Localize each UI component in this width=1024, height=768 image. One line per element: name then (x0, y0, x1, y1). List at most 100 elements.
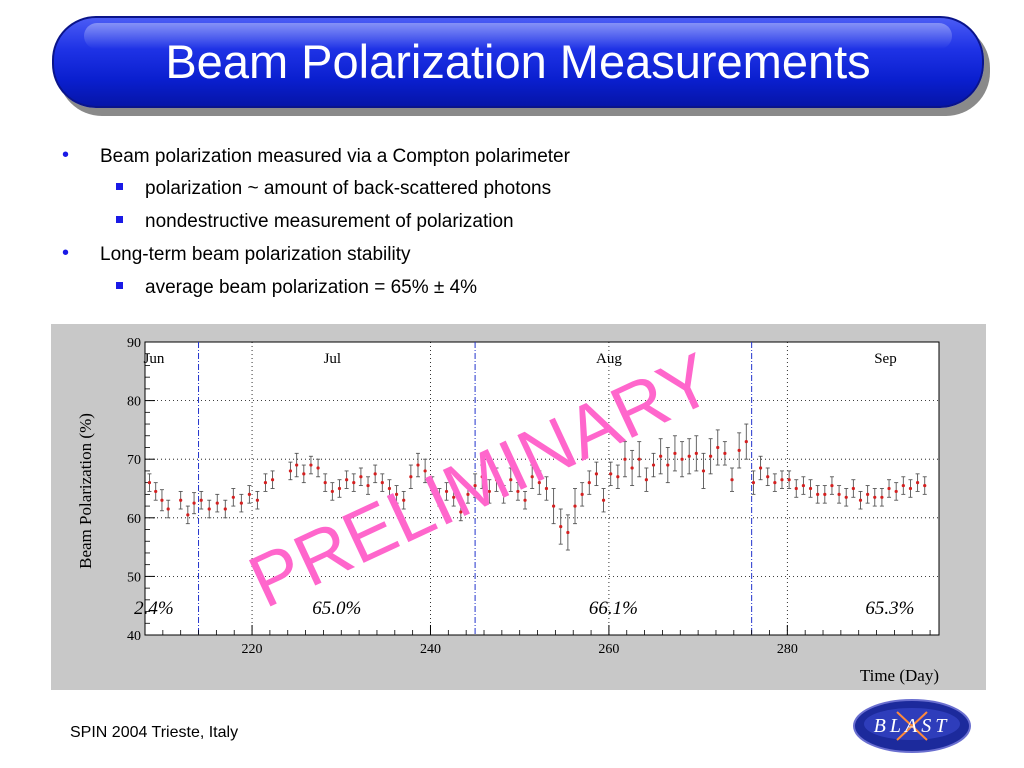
blast-logo: BLAST (853, 699, 971, 753)
data-point (509, 478, 513, 482)
data-point (423, 469, 427, 473)
data-point (466, 492, 470, 496)
data-point (186, 513, 190, 517)
data-point (858, 498, 863, 502)
data-point (430, 483, 434, 488)
data-point (887, 486, 891, 491)
data-point (160, 498, 164, 502)
page-title: Beam Polarization Measurements (165, 35, 871, 88)
bullet-item: Long-term beam polarization stability (100, 244, 411, 265)
month-label: Jul (324, 351, 342, 367)
data-point (659, 454, 663, 458)
data-point (609, 472, 613, 476)
data-point (901, 483, 905, 488)
data-point (566, 530, 570, 535)
bullet-square-icon (116, 282, 123, 289)
data-point (559, 524, 563, 529)
data-point (302, 472, 306, 476)
data-point (192, 501, 196, 505)
data-point (255, 498, 260, 502)
data-point (473, 483, 477, 488)
data-point (915, 481, 920, 485)
data-point (687, 454, 691, 458)
data-point (794, 486, 798, 491)
data-point (345, 478, 349, 482)
data-point (780, 478, 784, 482)
title-banner: Beam Polarization Measurements (52, 16, 984, 108)
month-label: Aug (596, 351, 622, 367)
data-point (894, 489, 898, 494)
x-tick-label: 260 (598, 642, 619, 657)
data-point (199, 498, 203, 502)
data-point (623, 457, 627, 461)
data-point (551, 504, 556, 508)
data-point (908, 486, 913, 491)
data-point (709, 454, 713, 458)
month-label: Sep (874, 351, 897, 367)
data-point (402, 498, 406, 502)
footer-text: SPIN 2004 Trieste, Italy (70, 724, 239, 741)
data-point (416, 463, 420, 467)
data-point (823, 492, 827, 496)
data-point (373, 472, 377, 476)
data-point (773, 481, 777, 485)
sub-bullet-item: polarization ~ amount of back-scattered … (145, 178, 552, 199)
data-point (207, 507, 211, 511)
data-point (366, 483, 370, 488)
data-point (594, 472, 599, 476)
chart-panel: 40 50 60 70 80 90 220 240 260 280 Jun Jul Aug Sep 2.… (51, 324, 986, 690)
data-point (239, 501, 243, 505)
data-point (154, 489, 158, 494)
data-point (452, 495, 456, 499)
plot-area (144, 341, 940, 636)
x-tick-label: 280 (777, 642, 798, 657)
y-tick-label: 80 (127, 395, 141, 410)
y-tick-label: 70 (127, 453, 141, 468)
bullet-item: Beam polarization measured via a Compton… (100, 146, 570, 167)
data-point (830, 483, 834, 488)
data-point (530, 475, 534, 479)
data-point (694, 451, 698, 455)
data-point (263, 481, 268, 485)
data-point (601, 498, 606, 502)
data-point (851, 486, 855, 491)
data-point (880, 495, 884, 499)
data-point (409, 475, 413, 479)
data-point (716, 445, 720, 450)
data-point (644, 478, 648, 482)
data-point (337, 486, 342, 491)
data-point (359, 475, 363, 479)
data-point (844, 495, 848, 499)
average-label: 66.1% (589, 598, 638, 619)
data-point (744, 440, 748, 444)
y-tick-label: 40 (127, 629, 141, 644)
data-point (630, 466, 634, 470)
y-tick-label: 60 (127, 512, 141, 527)
average-label: 2.4% (134, 598, 174, 619)
data-point (247, 492, 251, 496)
data-point (573, 504, 577, 508)
month-label: Jun (143, 351, 164, 367)
data-point (651, 463, 656, 467)
bullet-dot-icon: • (62, 144, 70, 166)
data-point (380, 481, 384, 485)
data-point (616, 475, 620, 479)
data-point (730, 478, 734, 482)
data-point (873, 495, 877, 499)
data-point (673, 451, 677, 455)
data-point (459, 510, 463, 514)
data-point (580, 492, 584, 496)
data-point (231, 495, 235, 499)
data-point (147, 481, 152, 485)
data-point (166, 507, 170, 511)
data-point (837, 492, 841, 496)
data-point (758, 466, 763, 470)
data-point (808, 486, 813, 491)
data-point (516, 489, 520, 494)
x-tick-label: 220 (242, 642, 263, 657)
data-point (680, 457, 684, 461)
data-point (701, 469, 706, 473)
data-point (223, 507, 227, 511)
data-point (437, 495, 442, 499)
data-point (323, 481, 327, 485)
